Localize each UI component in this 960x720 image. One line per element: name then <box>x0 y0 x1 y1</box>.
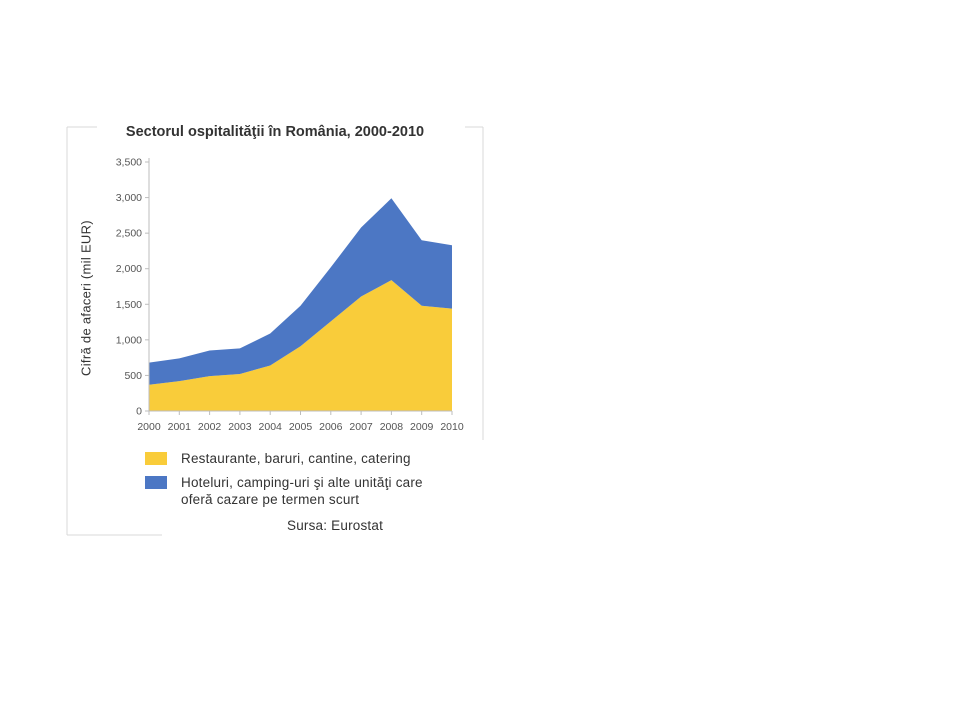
x-tick-label: 2005 <box>289 421 313 433</box>
x-tick-label: 2007 <box>349 421 373 433</box>
chart-title: Sectorul ospitalităţii în România, 2000-… <box>125 124 425 140</box>
legend-label-hotels-line2: oferă cazare pe termen scurt <box>181 492 360 507</box>
y-tick-label: 0 <box>136 406 142 418</box>
x-tick-label: 2004 <box>259 421 283 433</box>
y-tick-label: 1,500 <box>116 299 142 311</box>
y-axis-ticks: 0 500 1,000 1,500 2,000 2,500 3,000 3,500 <box>116 157 149 418</box>
legend-swatch-hotels <box>145 476 167 489</box>
area-series-restaurants <box>149 280 452 411</box>
legend-item-restaurants: Restaurante, baruri, cantine, catering <box>145 450 481 467</box>
legend-swatch-restaurants <box>145 452 167 465</box>
x-axis-ticks: 2000 2001 2002 2003 2004 2005 2006 2007 2008 2009… <box>137 411 464 433</box>
y-tick-label: 2,000 <box>116 263 142 275</box>
source-note: Sursa: Eurostat <box>287 518 384 533</box>
x-tick-label: 2009 <box>410 421 434 433</box>
x-tick-label: 2006 <box>319 421 343 433</box>
chart-areas <box>149 198 452 411</box>
legend-label-hotels-line1: Hoteluri, camping-uri şi alte unităţi ca… <box>181 475 423 490</box>
y-tick-label: 1,000 <box>116 334 142 346</box>
y-tick-label: 3,500 <box>116 157 142 169</box>
y-axis-label: Cifră de afaceri (mil EUR) <box>78 220 94 376</box>
x-tick-label: 2010 <box>440 421 464 433</box>
legend-label-restaurants: Restaurante, baruri, cantine, catering <box>181 451 411 466</box>
legend-label-hotels: Hoteluri, camping-uri şi alte unităţi ca… <box>181 474 481 508</box>
y-tick-label: 2,500 <box>116 228 142 240</box>
y-tick-label: 500 <box>124 370 142 382</box>
x-tick-label: 2003 <box>228 421 252 433</box>
x-tick-label: 2001 <box>168 421 192 433</box>
legend-item-hotels: Hoteluri, camping-uri şi alte unităţi ca… <box>145 474 481 508</box>
y-tick-label: 3,000 <box>116 192 142 204</box>
x-tick-label: 2008 <box>380 421 404 433</box>
x-tick-label: 2002 <box>198 421 222 433</box>
area-series-hotels <box>149 198 452 385</box>
x-tick-label: 2000 <box>137 421 161 433</box>
